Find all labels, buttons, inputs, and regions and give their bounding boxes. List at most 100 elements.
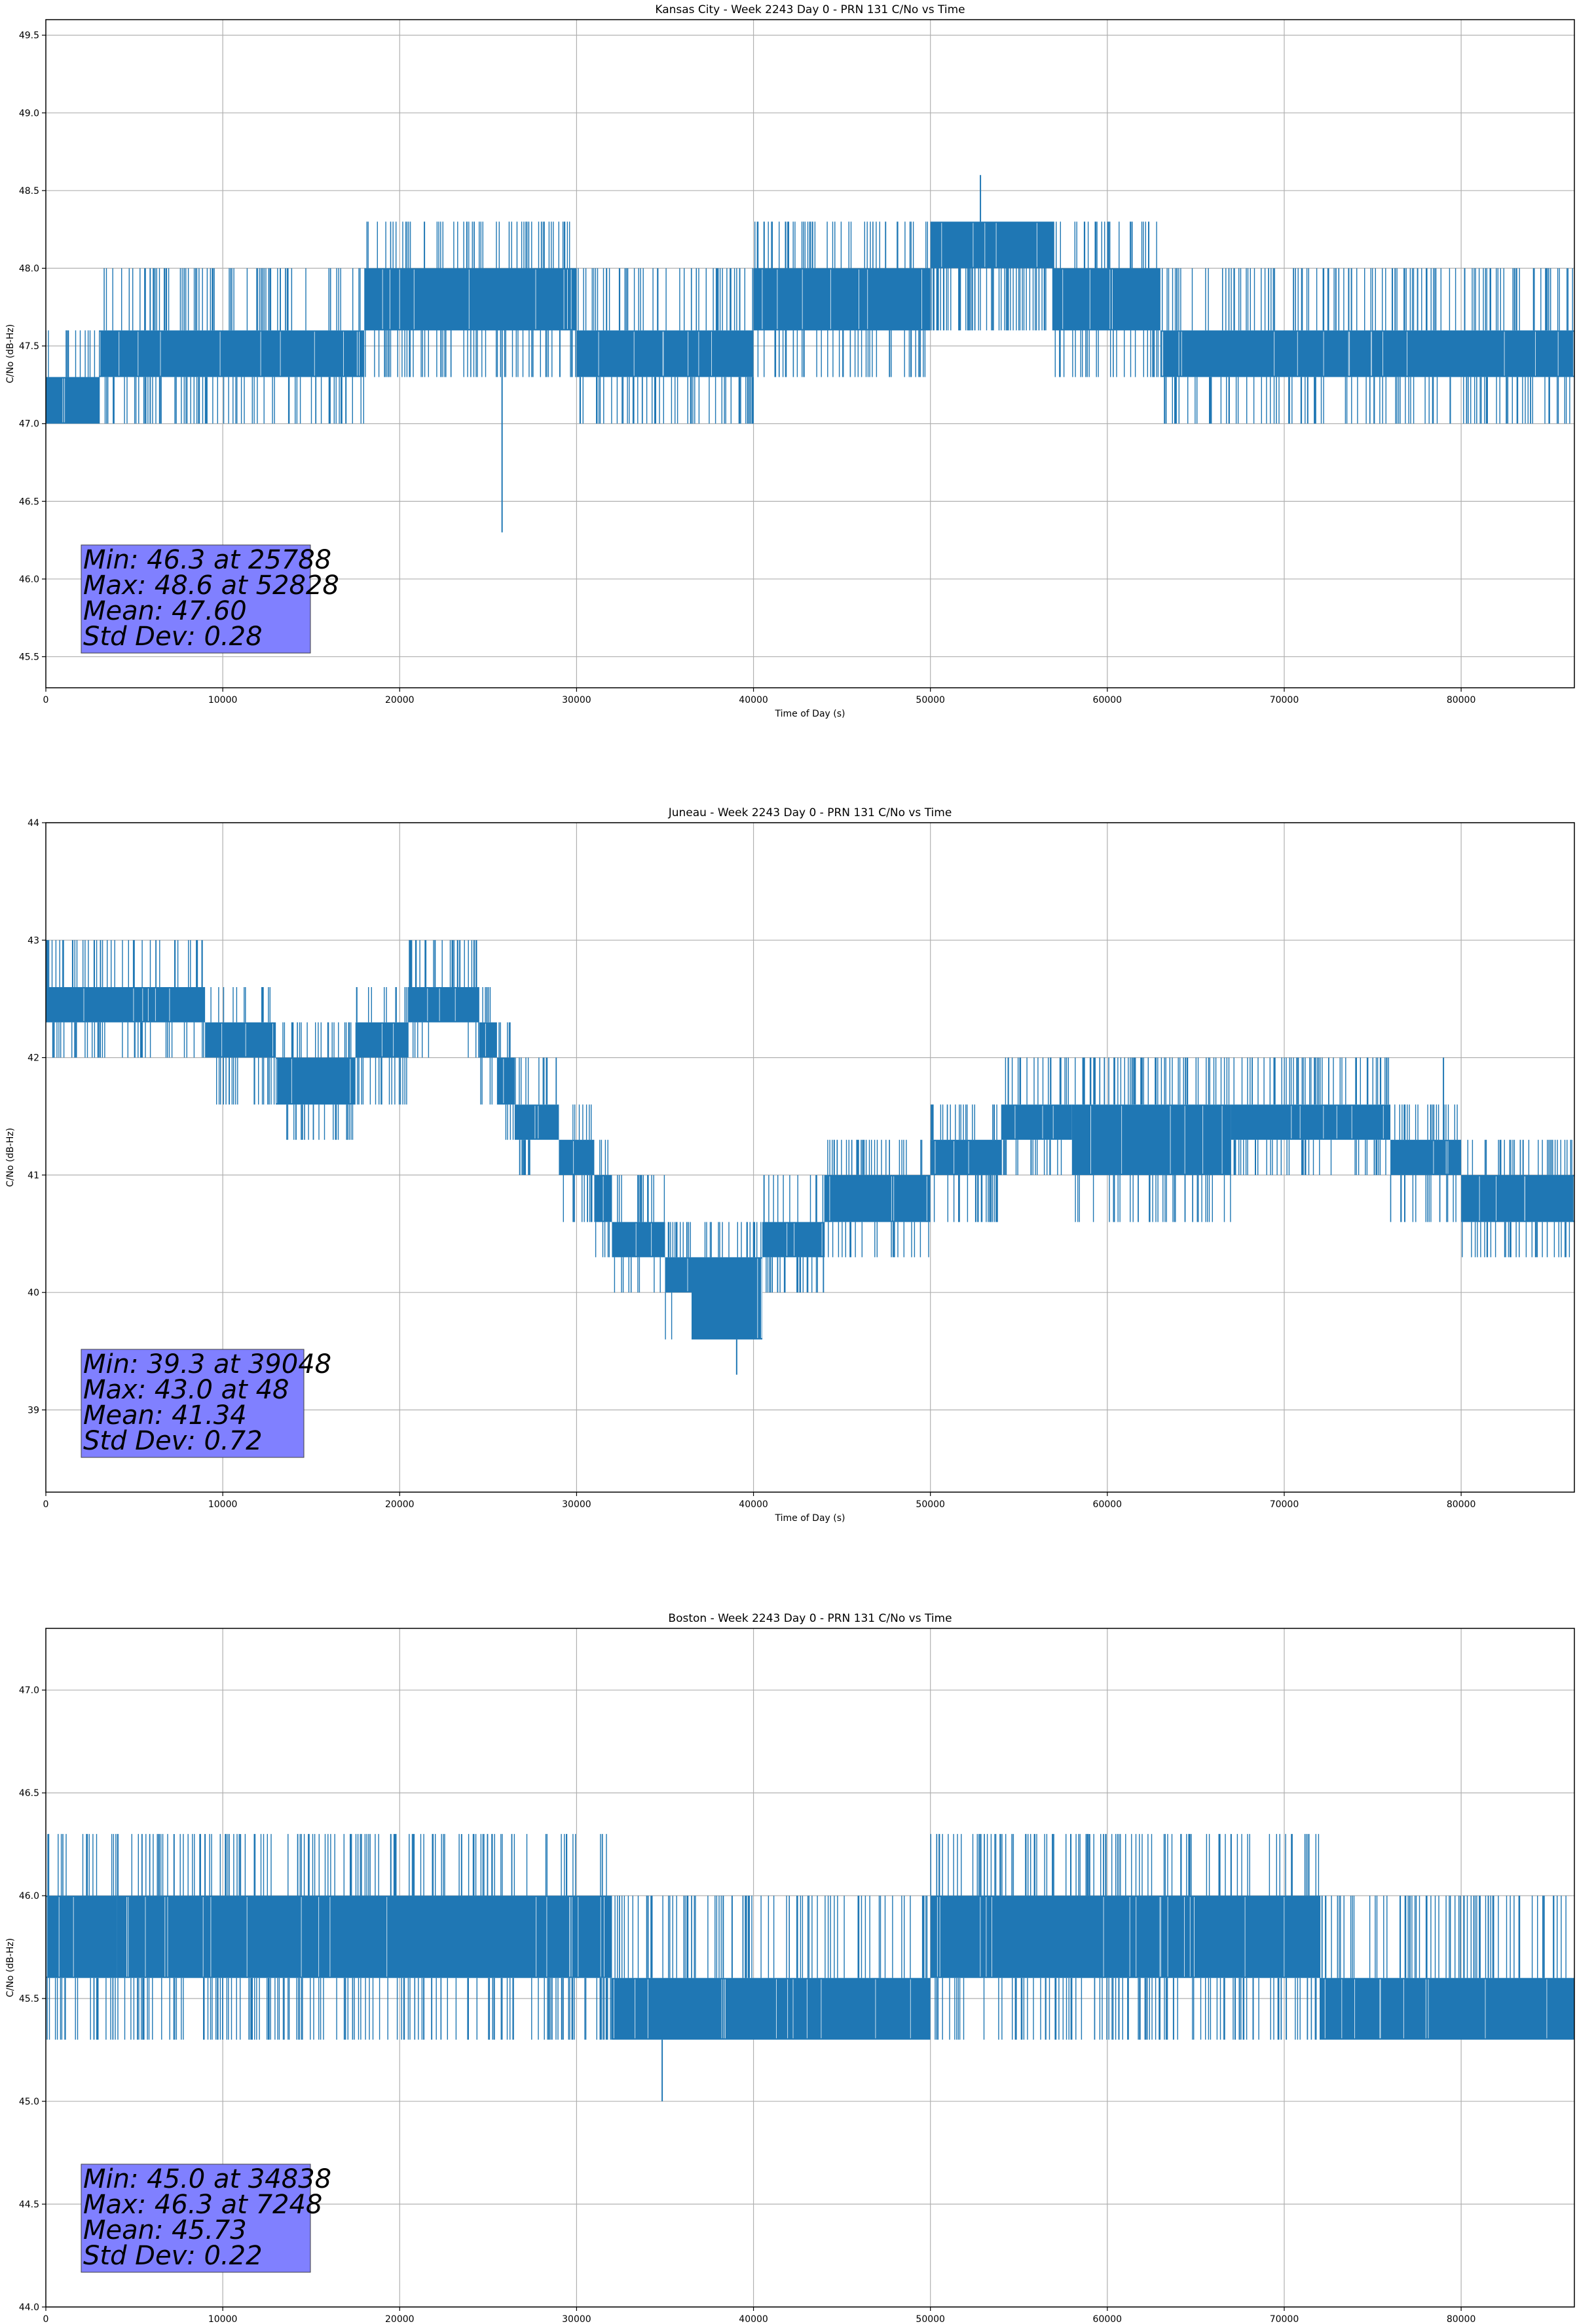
stats-line: Mean: 41.34 xyxy=(83,1400,247,1431)
cno-band-segment xyxy=(205,1022,276,1058)
x-tick-label: 50000 xyxy=(916,2314,945,2324)
stats-line: Std Dev: 0.28 xyxy=(83,622,263,652)
x-tick-label: 0 xyxy=(43,695,49,705)
y-tick-label: 48.0 xyxy=(19,264,39,274)
y-tick-label: 49.0 xyxy=(19,108,39,119)
y-axis-label: C/No (dB-Hz) xyxy=(5,1938,16,1997)
x-tick-label: 70000 xyxy=(1270,1499,1299,1510)
stats-line: Max: 48.6 at 52828 xyxy=(83,571,339,601)
y-tick-label: 42 xyxy=(28,1053,39,1064)
y-tick-label: 45.5 xyxy=(19,652,39,663)
axes-frame-juneau xyxy=(45,822,1575,1493)
y-tick-label: 45.5 xyxy=(19,1994,39,2004)
subplot-boston: 0 10000 20000 30000 40000 50000 60000 70000 8000… xyxy=(5,1612,1575,2324)
x-tick-label: 40000 xyxy=(739,1499,768,1510)
cno-band-segment xyxy=(276,1057,356,1105)
x-tick-label: 80000 xyxy=(1447,2314,1476,2324)
x-tick-label: 60000 xyxy=(1093,2314,1122,2324)
cno-band-segment xyxy=(46,1896,117,1978)
x-tick-label: 10000 xyxy=(208,1499,238,1510)
y-tick-label: 47.5 xyxy=(19,341,39,352)
stats-line: Std Dev: 0.22 xyxy=(83,2241,263,2271)
chart-title-boston: Boston - Week 2243 Day 0 - PRN 131 C/No … xyxy=(668,1612,952,1625)
cno-band-segment xyxy=(1461,1174,1574,1222)
cno-band-segment xyxy=(612,1977,931,2040)
stats-line: Mean: 45.73 xyxy=(83,2215,247,2245)
x-tick-label: 70000 xyxy=(1270,695,1299,705)
y-tick-label: 46.0 xyxy=(19,574,39,585)
cno-band-segment xyxy=(1160,330,1574,377)
x-tick-label: 0 xyxy=(43,2314,49,2324)
x-tick-label: 20000 xyxy=(385,1499,415,1510)
cno-band-segment xyxy=(117,1896,612,1978)
stats-line: Min: 39.3 at 39048 xyxy=(83,1349,331,1379)
cno-glitches xyxy=(46,1833,1567,2040)
y-tick-label: 44.0 xyxy=(19,2302,39,2313)
x-tick-label: 30000 xyxy=(562,2314,591,2324)
cno-band-gaps xyxy=(46,1897,1548,2038)
cno-band-segment xyxy=(1231,1104,1391,1140)
cno-band-segment xyxy=(1054,268,1160,331)
cno-band-segment xyxy=(1001,1104,1072,1140)
chart-title-juneau: Juneau - Week 2243 Day 0 - PRN 131 C/No … xyxy=(668,806,952,819)
cno-band-segment xyxy=(46,987,206,1022)
y-tick-label: 46.0 xyxy=(19,1891,39,1902)
stats-line: Std Dev: 0.72 xyxy=(83,1426,263,1456)
x-tick-label: 10000 xyxy=(208,2314,238,2324)
cno-band-segment xyxy=(930,1140,1001,1175)
cno-band-gaps xyxy=(62,223,1574,422)
y-tick-label: 41 xyxy=(28,1171,39,1181)
y-tick-label: 46.5 xyxy=(19,497,39,507)
x-tick-label: 80000 xyxy=(1447,695,1476,705)
x-tick-label: 80000 xyxy=(1447,1499,1476,1510)
cno-band-segment xyxy=(408,987,479,1022)
y-tick-label: 47.0 xyxy=(19,419,39,430)
x-tick-label: 20000 xyxy=(385,2314,415,2324)
series-cno-juneau xyxy=(46,940,1574,1375)
x-tick-label: 70000 xyxy=(1270,2314,1299,2324)
axes-frame-kansas-city xyxy=(45,19,1575,688)
y-tick-label: 48.5 xyxy=(19,186,39,197)
cno-band-segment xyxy=(930,221,1054,269)
x-tick-label: 10000 xyxy=(208,695,238,705)
chart-title-kansas-city: Kansas City - Week 2243 Day 0 - PRN 131 … xyxy=(655,3,965,16)
x-tick-label: 60000 xyxy=(1093,695,1122,705)
y-tick-label: 43 xyxy=(28,935,39,946)
stats-line: Mean: 47.60 xyxy=(83,596,247,626)
cno-band-segment xyxy=(930,1896,1320,1978)
cno-band-segment xyxy=(612,1222,665,1258)
subplot-juneau: 0 10000 20000 30000 40000 50000 60000 70000 8000… xyxy=(5,806,1575,1524)
x-tick-label: 40000 xyxy=(739,2314,768,2324)
stats-box-juneau xyxy=(81,1349,305,1458)
y-tick-label: 39 xyxy=(28,1405,39,1415)
x-tick-label: 30000 xyxy=(562,695,591,705)
y-tick-label: 44.5 xyxy=(19,2200,39,2210)
x-axis-label: Time of Day (s) xyxy=(775,709,845,719)
cno-band-segment xyxy=(1071,1104,1231,1175)
subplot-kansas-city: 0 10000 20000 30000 40000 50000 60000 70000 8000… xyxy=(5,3,1575,719)
cno-band-gaps xyxy=(83,988,1574,1338)
y-tick-label: 40 xyxy=(28,1288,39,1298)
cno-band-segment xyxy=(479,1022,497,1058)
cno-band-segment xyxy=(665,1257,692,1293)
cno-band-segment xyxy=(46,377,100,424)
x-tick-label: 60000 xyxy=(1093,1499,1122,1510)
axes-frame-boston xyxy=(45,1628,1575,2308)
stats-line: Min: 46.3 at 25788 xyxy=(83,545,331,575)
stats-line: Min: 45.0 at 34838 xyxy=(83,2164,331,2194)
y-tick-label: 46.5 xyxy=(19,1788,39,1799)
cno-glitches xyxy=(46,221,1573,424)
cno-glitches xyxy=(46,940,1572,1340)
cno-band-segment xyxy=(762,1222,825,1258)
y-axis-label: C/No (dB-Hz) xyxy=(5,324,16,383)
x-tick-label: 0 xyxy=(43,1499,49,1510)
cno-band-segment xyxy=(514,1104,559,1140)
y-tick-label: 49.5 xyxy=(19,31,39,41)
cno-band-segment xyxy=(692,1257,763,1340)
cno-band-segment xyxy=(1320,1977,1574,2040)
cno-band-segment xyxy=(576,330,754,377)
cno-band-segment xyxy=(559,1140,595,1175)
y-axis-label: C/No (dB-Hz) xyxy=(5,1128,16,1187)
x-tick-label: 20000 xyxy=(385,695,415,705)
